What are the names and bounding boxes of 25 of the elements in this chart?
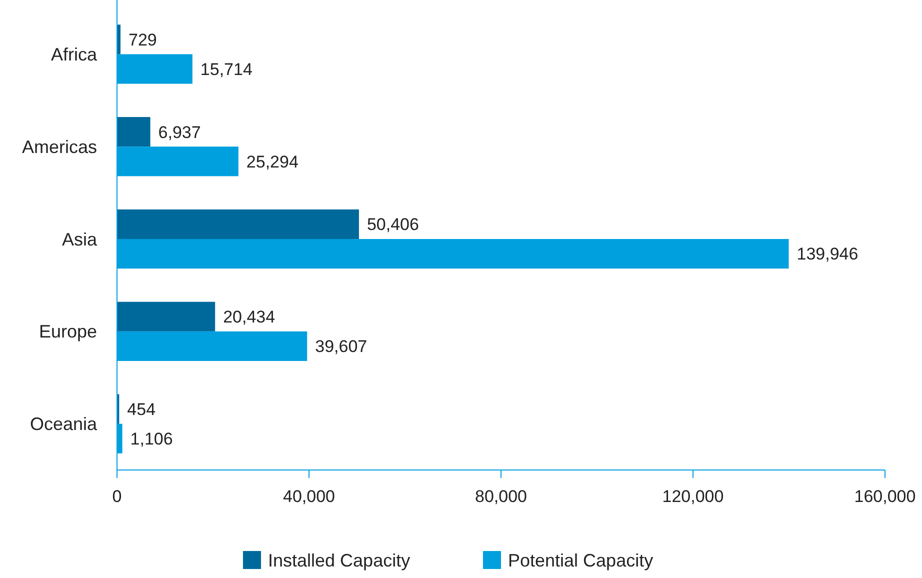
x-tick-label: 160,000	[854, 487, 916, 506]
data-label: 139,946	[796, 244, 858, 264]
data-label: 729	[128, 30, 157, 50]
x-tick-label: 0	[112, 487, 122, 506]
data-label: 6,937	[158, 122, 201, 142]
bar	[117, 117, 150, 147]
legend-label: Installed Capacity	[268, 550, 410, 570]
data-label: 1,106	[130, 430, 173, 449]
y-tick-label: Americas	[22, 136, 97, 157]
data-label: 454	[127, 400, 156, 419]
data-label: 50,406	[366, 215, 419, 234]
x-tick-label: 120,000	[662, 487, 724, 506]
bar	[117, 209, 359, 239]
data-label: 39,607	[315, 337, 368, 356]
x-tick-label: 40,000	[283, 487, 335, 506]
y-tick-label: Europe	[38, 322, 97, 342]
y-tick-label: Asia	[62, 229, 98, 250]
data-label: 25,294	[246, 152, 298, 172]
x-tick-label: 80,000	[475, 487, 527, 506]
legend-label: Potential Capacity	[508, 550, 654, 570]
y-tick-label: Africa	[50, 44, 98, 64]
bar	[117, 302, 216, 332]
data-label: 15,714	[200, 60, 252, 79]
data-label: 20,434	[223, 308, 276, 327]
y-tick-label: Oceania	[30, 414, 98, 434]
